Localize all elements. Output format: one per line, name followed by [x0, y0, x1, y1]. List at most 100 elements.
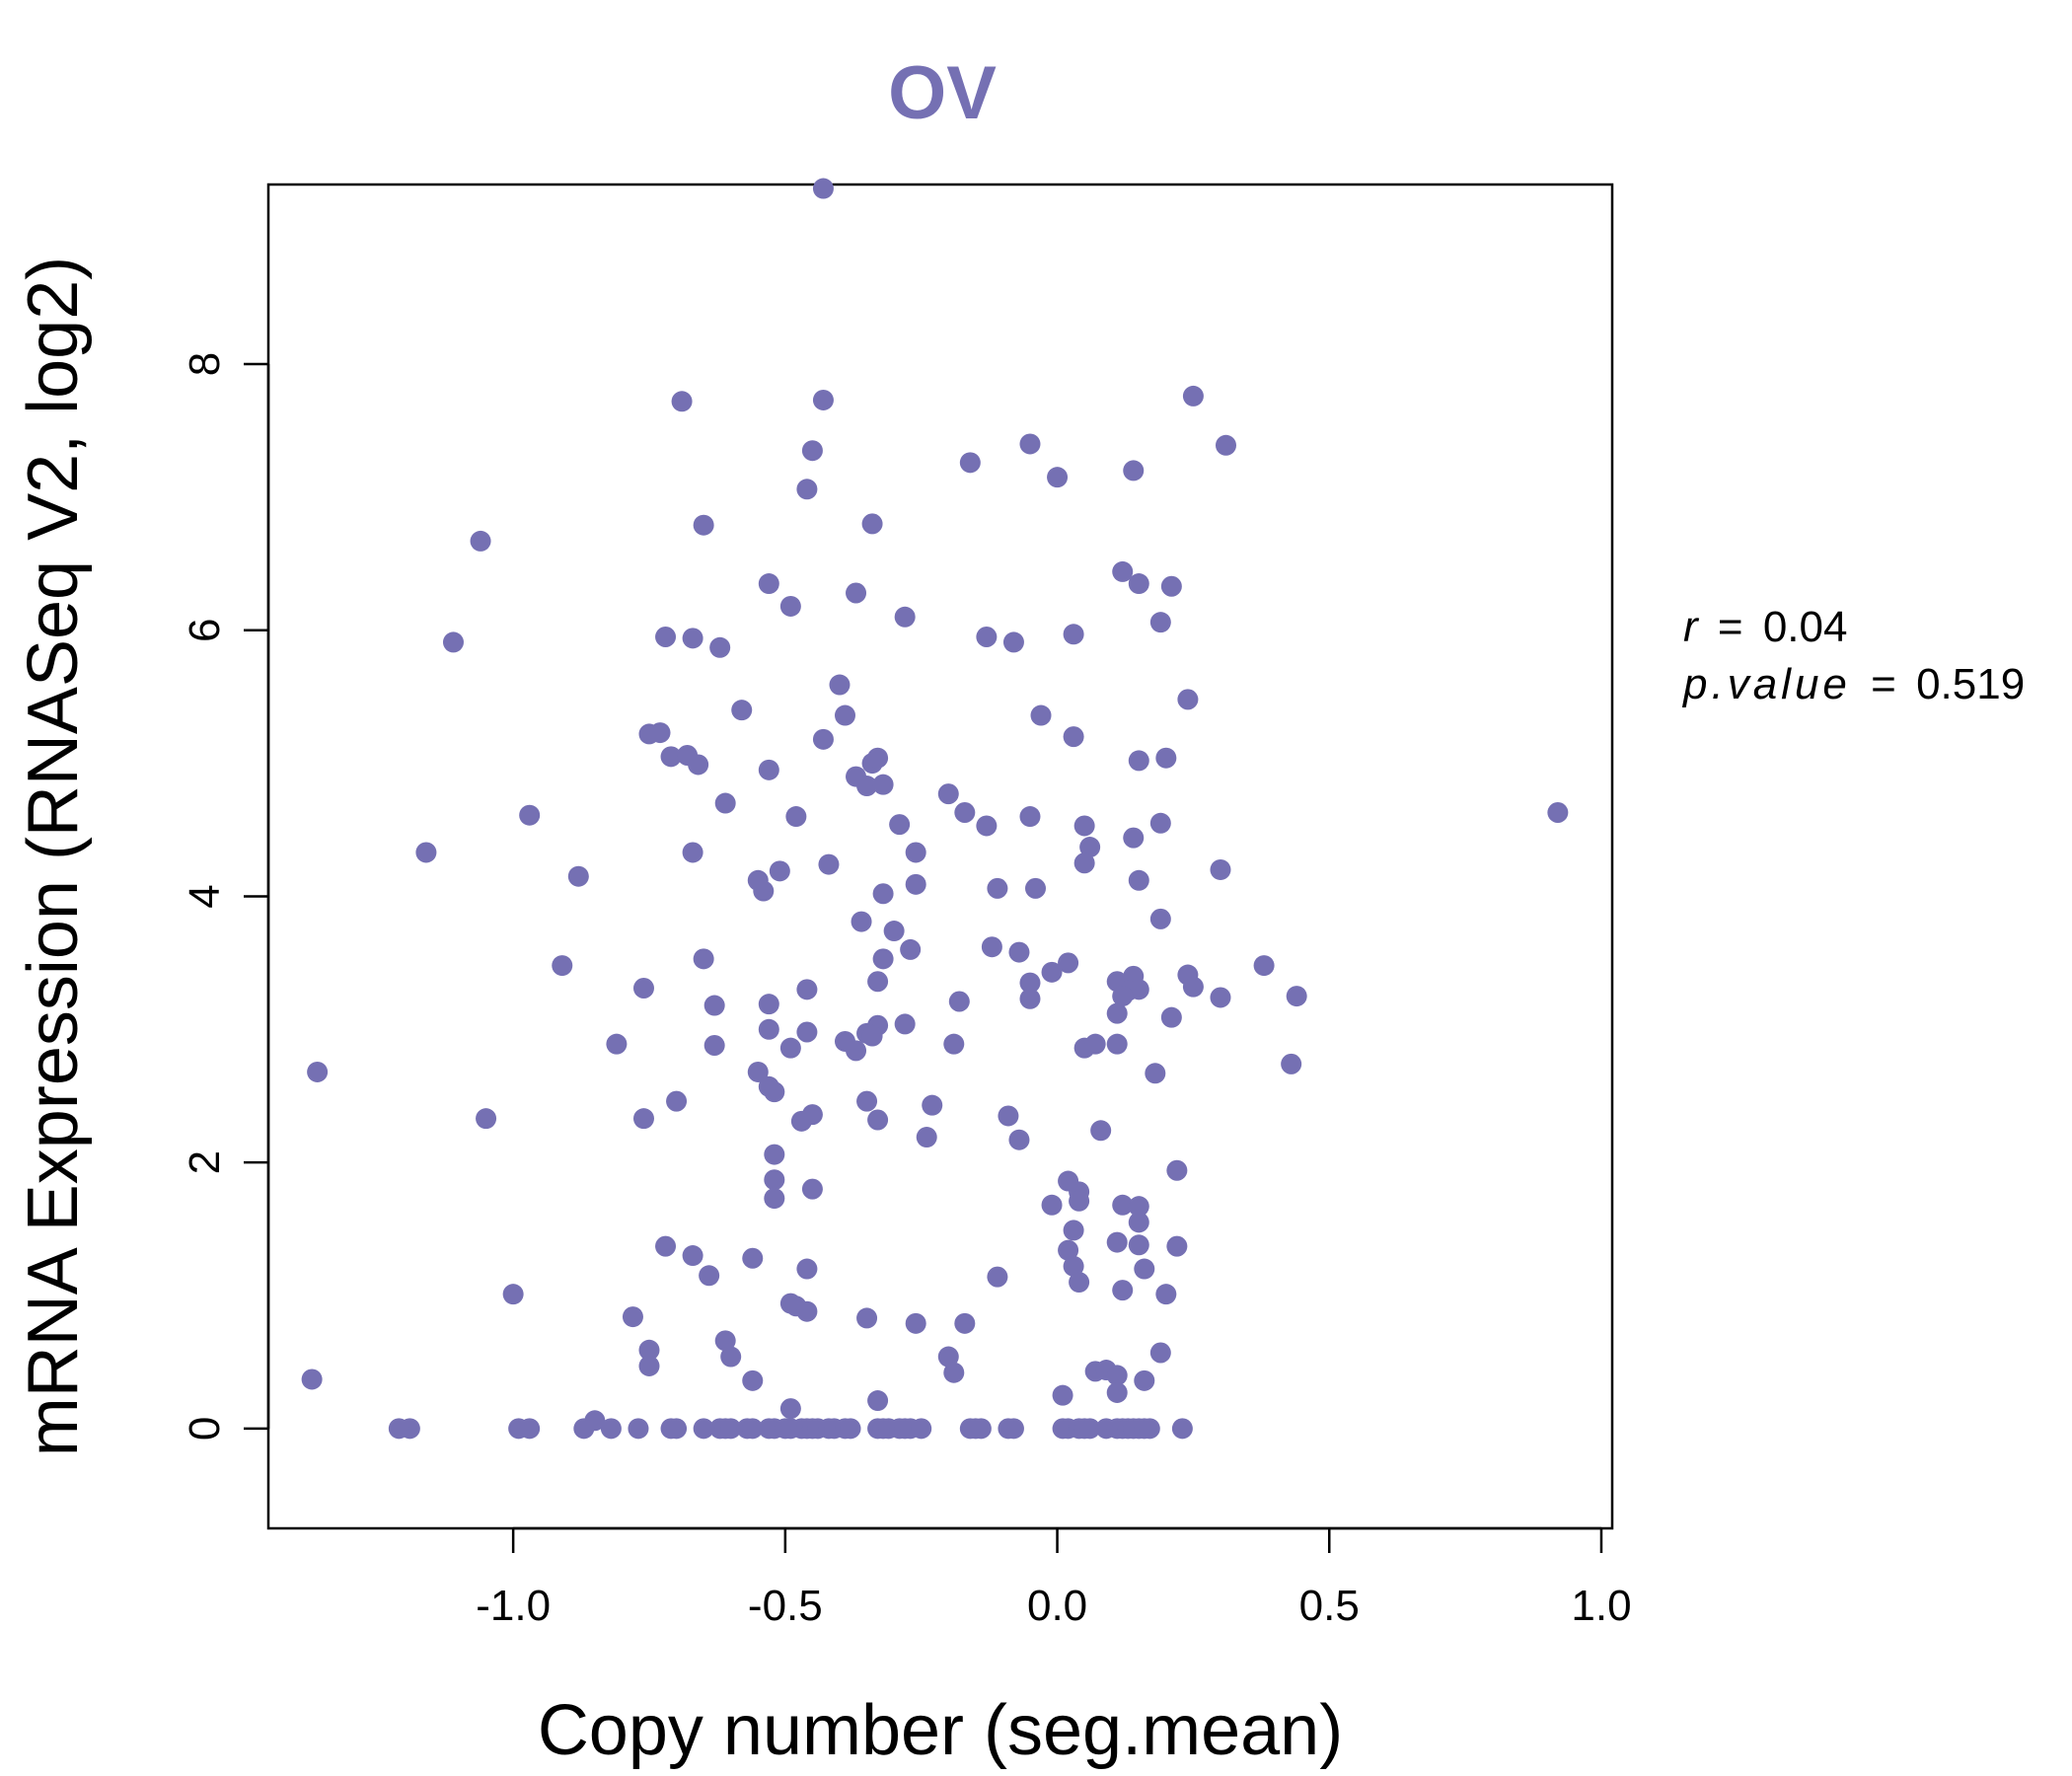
- data-point: [753, 880, 775, 902]
- data-point: [1106, 1033, 1128, 1055]
- data-point: [567, 865, 589, 887]
- data-point: [1002, 1418, 1024, 1440]
- data-point: [600, 1418, 622, 1440]
- data-point: [655, 626, 677, 647]
- data-point: [714, 1330, 736, 1352]
- data-point: [856, 1307, 878, 1329]
- data-point: [1069, 1190, 1090, 1212]
- data-point: [655, 1235, 677, 1257]
- data-point: [758, 573, 779, 595]
- data-point: [959, 452, 981, 474]
- data-point: [388, 1418, 409, 1440]
- data-point: [937, 783, 959, 805]
- data-point: [872, 774, 894, 795]
- data-point: [519, 1418, 541, 1440]
- data-point: [628, 1418, 649, 1440]
- data-point: [1041, 1194, 1063, 1216]
- data-point: [976, 815, 998, 837]
- data-point: [916, 1127, 937, 1148]
- data-point: [1149, 812, 1171, 834]
- data-point: [714, 792, 736, 814]
- y-tick-label: 0: [181, 1417, 229, 1441]
- data-point: [1155, 1284, 1177, 1305]
- data-point: [1149, 908, 1171, 929]
- data-point: [502, 1284, 524, 1305]
- data-point: [442, 631, 464, 653]
- data-point: [1182, 385, 1204, 407]
- data-point: [796, 1258, 818, 1280]
- data-point: [1128, 1196, 1149, 1218]
- data-point: [861, 513, 883, 535]
- data-point: [1090, 1120, 1112, 1142]
- data-point: [1047, 467, 1069, 488]
- data-point: [1128, 1234, 1149, 1256]
- data-point: [632, 978, 654, 999]
- data-point: [981, 936, 1002, 958]
- data-point: [867, 1390, 889, 1412]
- data-point: [747, 1061, 769, 1082]
- data-point: [1063, 624, 1084, 645]
- data-point: [872, 883, 894, 905]
- data-point: [1041, 961, 1063, 983]
- data-point: [1002, 631, 1024, 653]
- data-point: [818, 853, 840, 875]
- data-point: [1210, 987, 1231, 1008]
- data-point: [976, 626, 998, 647]
- p-label: p.value: [1681, 660, 1851, 708]
- data-point: [812, 389, 834, 410]
- data-point: [1069, 1272, 1090, 1294]
- y-tick-label: 6: [181, 619, 229, 642]
- data-point: [699, 1265, 720, 1287]
- chart-title: OV: [888, 51, 997, 135]
- data-point: [987, 877, 1008, 899]
- data-point: [709, 636, 731, 658]
- data-point: [1106, 1231, 1128, 1253]
- data-point: [801, 440, 823, 462]
- data-point: [1160, 575, 1182, 597]
- data-point: [846, 1040, 867, 1062]
- data-point: [301, 1369, 323, 1390]
- data-point: [894, 1013, 916, 1035]
- data-point: [905, 842, 926, 863]
- data-point: [1058, 952, 1079, 974]
- data-point: [1166, 1235, 1188, 1257]
- data-point: [742, 1418, 764, 1440]
- data-point: [720, 1346, 742, 1368]
- data-point: [1123, 460, 1145, 481]
- data-point: [1030, 704, 1052, 726]
- data-point: [1286, 986, 1307, 1007]
- data-point: [943, 1033, 965, 1055]
- data-point: [660, 746, 682, 768]
- data-point: [851, 911, 872, 932]
- data-point: [649, 722, 671, 744]
- data-point: [688, 754, 709, 776]
- data-point: [1160, 1006, 1182, 1028]
- data-point: [1547, 801, 1569, 823]
- data-point: [1052, 1384, 1073, 1406]
- data-point: [987, 1266, 1008, 1288]
- data-point: [573, 1418, 595, 1440]
- data-point: [682, 628, 703, 649]
- r-value: 0.04: [1763, 603, 1848, 651]
- data-point: [682, 842, 703, 863]
- data-point: [638, 1355, 660, 1376]
- x-tick-label: -0.5: [748, 1582, 823, 1630]
- x-tick-label: 1.0: [1571, 1582, 1631, 1630]
- x-tick-label: 0.5: [1299, 1582, 1360, 1630]
- data-point: [1024, 877, 1046, 899]
- data-point: [1155, 747, 1177, 769]
- y-tick-label: 8: [181, 352, 229, 376]
- data-point: [693, 1418, 714, 1440]
- data-point: [671, 391, 693, 412]
- x-tick-label: 0.0: [1027, 1582, 1087, 1630]
- data-point: [552, 955, 573, 977]
- data-point: [1210, 858, 1231, 880]
- data-point: [666, 1418, 688, 1440]
- data-point: [785, 806, 807, 828]
- data-point: [476, 1108, 497, 1130]
- data-point: [470, 530, 491, 552]
- data-point: [693, 514, 714, 536]
- data-point: [801, 1178, 823, 1200]
- plot-frame: [266, 183, 1614, 1530]
